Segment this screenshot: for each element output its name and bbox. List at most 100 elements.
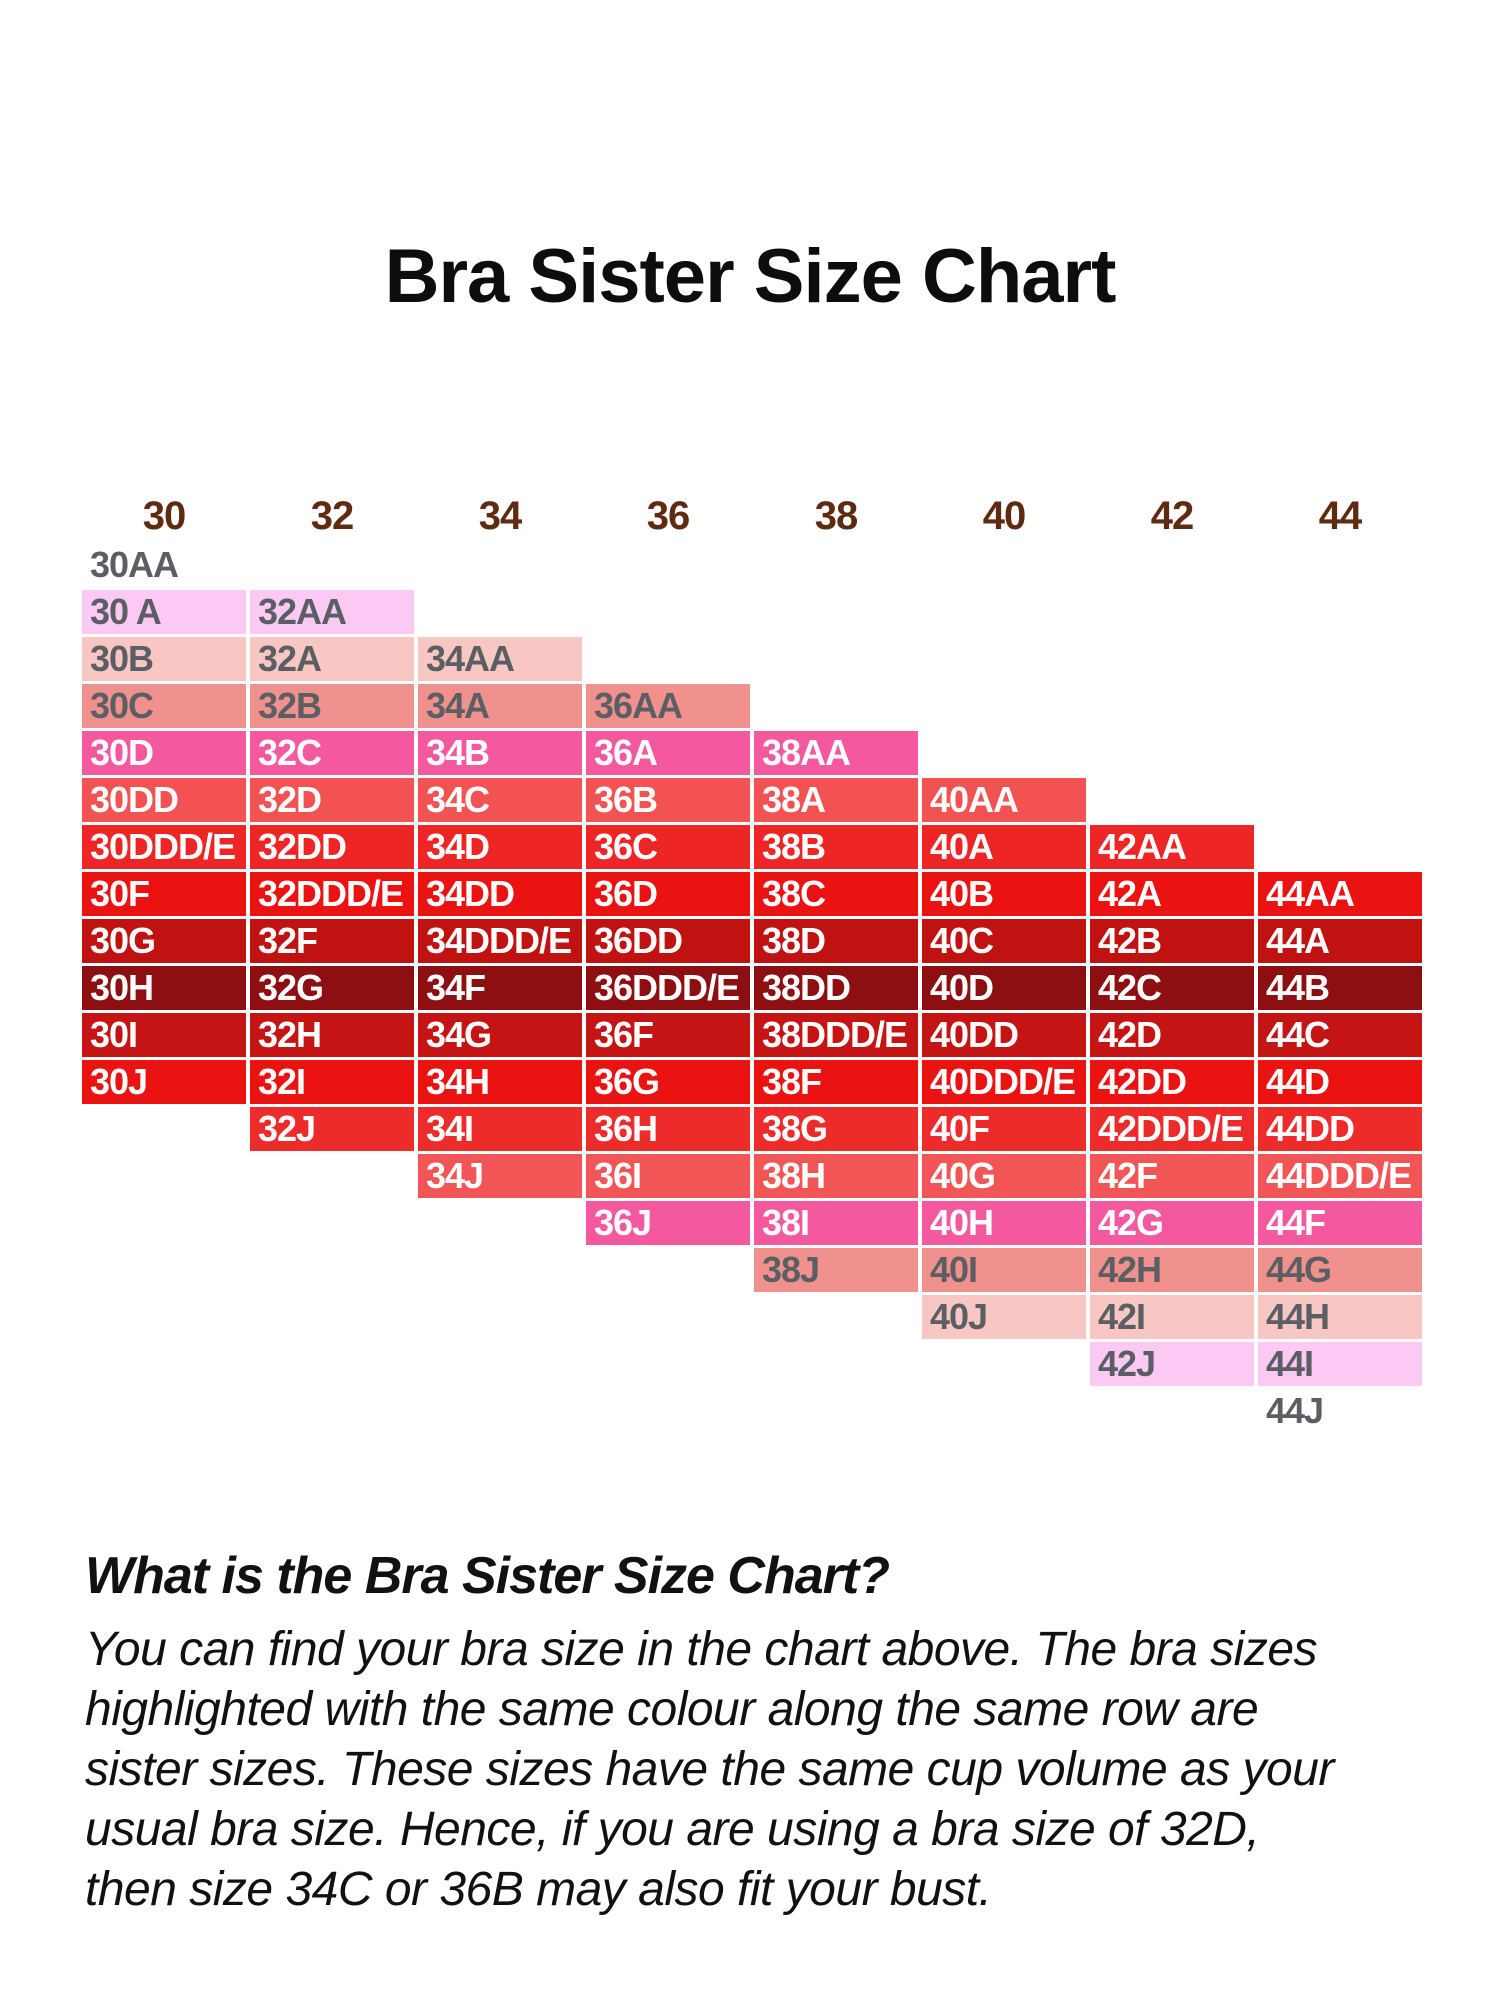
size-cell-32D: 32D xyxy=(250,778,414,822)
size-cell-38D: 38D xyxy=(754,919,918,963)
size-cell-42G: 42G xyxy=(1090,1201,1254,1245)
size-cell-40AA: 40AA xyxy=(922,778,1086,822)
size-cell-36B: 36B xyxy=(586,778,750,822)
size-cell-30F: 30F xyxy=(82,872,246,916)
size-cell-42J: 42J xyxy=(1090,1342,1254,1386)
size-cell-36C: 36C xyxy=(586,825,750,869)
size-cell-34J: 34J xyxy=(418,1154,582,1198)
size-cell-38F: 38F xyxy=(754,1060,918,1104)
size-cell-42C: 42C xyxy=(1090,966,1254,1010)
footer-section: What is the Bra Sister Size Chart? You c… xyxy=(85,1546,1485,1920)
footer-body: You can find your bra size in the chart … xyxy=(85,1620,1485,1920)
size-cell-40G: 40G xyxy=(922,1154,1086,1198)
band-header-44: 44 xyxy=(1318,494,1363,538)
size-cell-30J: 30J xyxy=(82,1060,246,1104)
size-cell-44H: 44H xyxy=(1258,1295,1422,1339)
size-cell-44G: 44G xyxy=(1258,1248,1422,1292)
size-cell-30I: 30I xyxy=(82,1013,246,1057)
size-cell-30DDD-E: 30DDD/E xyxy=(82,825,246,869)
size-cell-30D: 30D xyxy=(82,731,246,775)
size-cell-42A: 42A xyxy=(1090,872,1254,916)
size-cell-44C: 44C xyxy=(1258,1013,1422,1057)
band-header-40: 40 xyxy=(982,494,1027,538)
size-cell-44I: 44I xyxy=(1258,1342,1422,1386)
size-cell-40DD: 40DD xyxy=(922,1013,1086,1057)
size-cell-32F: 32F xyxy=(250,919,414,963)
size-cell-44J: 44J xyxy=(1258,1389,1422,1433)
size-cell-34F: 34F xyxy=(418,966,582,1010)
size-cell-30H: 30H xyxy=(82,966,246,1010)
band-header-38: 38 xyxy=(814,494,859,538)
size-cell-32I: 32I xyxy=(250,1060,414,1104)
size-cell-30G: 30G xyxy=(82,919,246,963)
size-cell-40DDD-E: 40DDD/E xyxy=(922,1060,1086,1104)
size-cell-32DDD-E: 32DDD/E xyxy=(250,872,414,916)
band-header-42: 42 xyxy=(1150,494,1195,538)
size-cell-40A: 40A xyxy=(922,825,1086,869)
size-cell-34AA: 34AA xyxy=(418,637,582,681)
footer-body-line: highlighted with the same colour along t… xyxy=(85,1683,1259,1736)
size-cell-42DD: 42DD xyxy=(1090,1060,1254,1104)
size-cell-34H: 34H xyxy=(418,1060,582,1104)
band-header-32: 32 xyxy=(310,494,355,538)
size-cell-38J: 38J xyxy=(754,1248,918,1292)
size-cell-40B: 40B xyxy=(922,872,1086,916)
size-cell-44DD: 44DD xyxy=(1258,1107,1422,1151)
size-cell-44AA: 44AA xyxy=(1258,872,1422,916)
size-cell-38A: 38A xyxy=(754,778,918,822)
size-cell-30B: 30B xyxy=(82,637,246,681)
size-cell-40F: 40F xyxy=(922,1107,1086,1151)
size-cell-38DD: 38DD xyxy=(754,966,918,1010)
size-cell-34G: 34G xyxy=(418,1013,582,1057)
size-cell-44B: 44B xyxy=(1258,966,1422,1010)
size-cell-36A: 36A xyxy=(586,731,750,775)
size-cell-38H: 38H xyxy=(754,1154,918,1198)
size-cell-34DD: 34DD xyxy=(418,872,582,916)
footer-body-line: usual bra size. Hence, if you are using … xyxy=(85,1803,1260,1856)
size-cell-42D: 42D xyxy=(1090,1013,1254,1057)
size-cell-38I: 38I xyxy=(754,1201,918,1245)
band-header-30: 30 xyxy=(142,494,187,538)
size-cell-44DDD-E: 44DDD/E xyxy=(1258,1154,1422,1198)
size-cell-38B: 38B xyxy=(754,825,918,869)
size-cell-32G: 32G xyxy=(250,966,414,1010)
size-cell-44A: 44A xyxy=(1258,919,1422,963)
size-cell-38DDD-E: 38DDD/E xyxy=(754,1013,918,1057)
size-cell-40H: 40H xyxy=(922,1201,1086,1245)
size-cell-34I: 34I xyxy=(418,1107,582,1151)
band-header-34: 34 xyxy=(478,494,523,538)
size-cell-42I: 42I xyxy=(1090,1295,1254,1339)
size-cell-36DD: 36DD xyxy=(586,919,750,963)
size-cell-36F: 36F xyxy=(586,1013,750,1057)
size-cell-40J: 40J xyxy=(922,1295,1086,1339)
size-cell-40C: 40C xyxy=(922,919,1086,963)
size-cell-36I: 36I xyxy=(586,1154,750,1198)
size-cell-40I: 40I xyxy=(922,1248,1086,1292)
size-cell-32B: 32B xyxy=(250,684,414,728)
size-cell-42H: 42H xyxy=(1090,1248,1254,1292)
band-header-36: 36 xyxy=(646,494,691,538)
size-cell-30AA: 30AA xyxy=(82,543,246,587)
size-cell-34B: 34B xyxy=(418,731,582,775)
size-cell-32AA: 32AA xyxy=(250,590,414,634)
size-cell-36H: 36H xyxy=(586,1107,750,1151)
size-cell-36G: 36G xyxy=(586,1060,750,1104)
size-cell-34DDD-E: 34DDD/E xyxy=(418,919,582,963)
size-cell-32A: 32A xyxy=(250,637,414,681)
size-cell-38G: 38G xyxy=(754,1107,918,1151)
footer-body-line: then size 34C or 36B may also fit your b… xyxy=(85,1863,992,1916)
size-cell-30C: 30C xyxy=(82,684,246,728)
size-cell-44D: 44D xyxy=(1258,1060,1422,1104)
size-cell-38C: 38C xyxy=(754,872,918,916)
size-cell-38AA: 38AA xyxy=(754,731,918,775)
size-cell-30DD: 30DD xyxy=(82,778,246,822)
size-cell-36D: 36D xyxy=(586,872,750,916)
size-cell-42B: 42B xyxy=(1090,919,1254,963)
size-cell-32DD: 32DD xyxy=(250,825,414,869)
size-cell-34A: 34A xyxy=(418,684,582,728)
size-cell-36J: 36J xyxy=(586,1201,750,1245)
size-cell-34C: 34C xyxy=(418,778,582,822)
size-cell-36DDD-E: 36DDD/E xyxy=(586,966,750,1010)
size-cell-32C: 32C xyxy=(250,731,414,775)
